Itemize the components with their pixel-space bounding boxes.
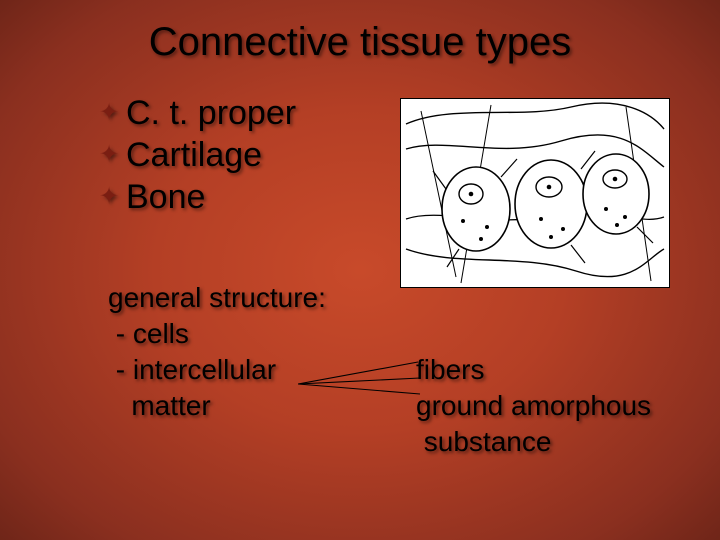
bullet-row: ✦ C. t. proper [92,92,296,134]
bullet-row: ✦ Bone [92,176,296,218]
structure-block: general structure: - cells - intercellul… [108,280,326,424]
structure-line: general structure: [108,280,326,316]
bullet-text: C. t. proper [126,92,296,134]
matter-detail-block: fibers ground amorphous substance [416,352,651,460]
main-bullets: ✦ C. t. proper ✦ Cartilage ✦ Bone [92,92,296,218]
tissue-illustration [400,98,670,288]
bullet-icon: ✦ [92,176,126,218]
matter-line: substance [416,424,651,460]
matter-line: fibers [416,352,651,388]
structure-line: - intercellular [108,352,326,388]
bullet-text: Bone [126,176,296,218]
bullet-icon: ✦ [92,92,126,134]
tissue-illustration-svg [401,99,669,287]
matter-line: ground amorphous [416,388,651,424]
bullet-text: Cartilage [126,134,296,176]
slide-title: Connective tissue types [0,20,720,65]
bullet-icon: ✦ [92,134,126,176]
bullet-row: ✦ Cartilage [92,134,296,176]
structure-line: - cells [108,316,326,352]
structure-line: matter [108,388,326,424]
